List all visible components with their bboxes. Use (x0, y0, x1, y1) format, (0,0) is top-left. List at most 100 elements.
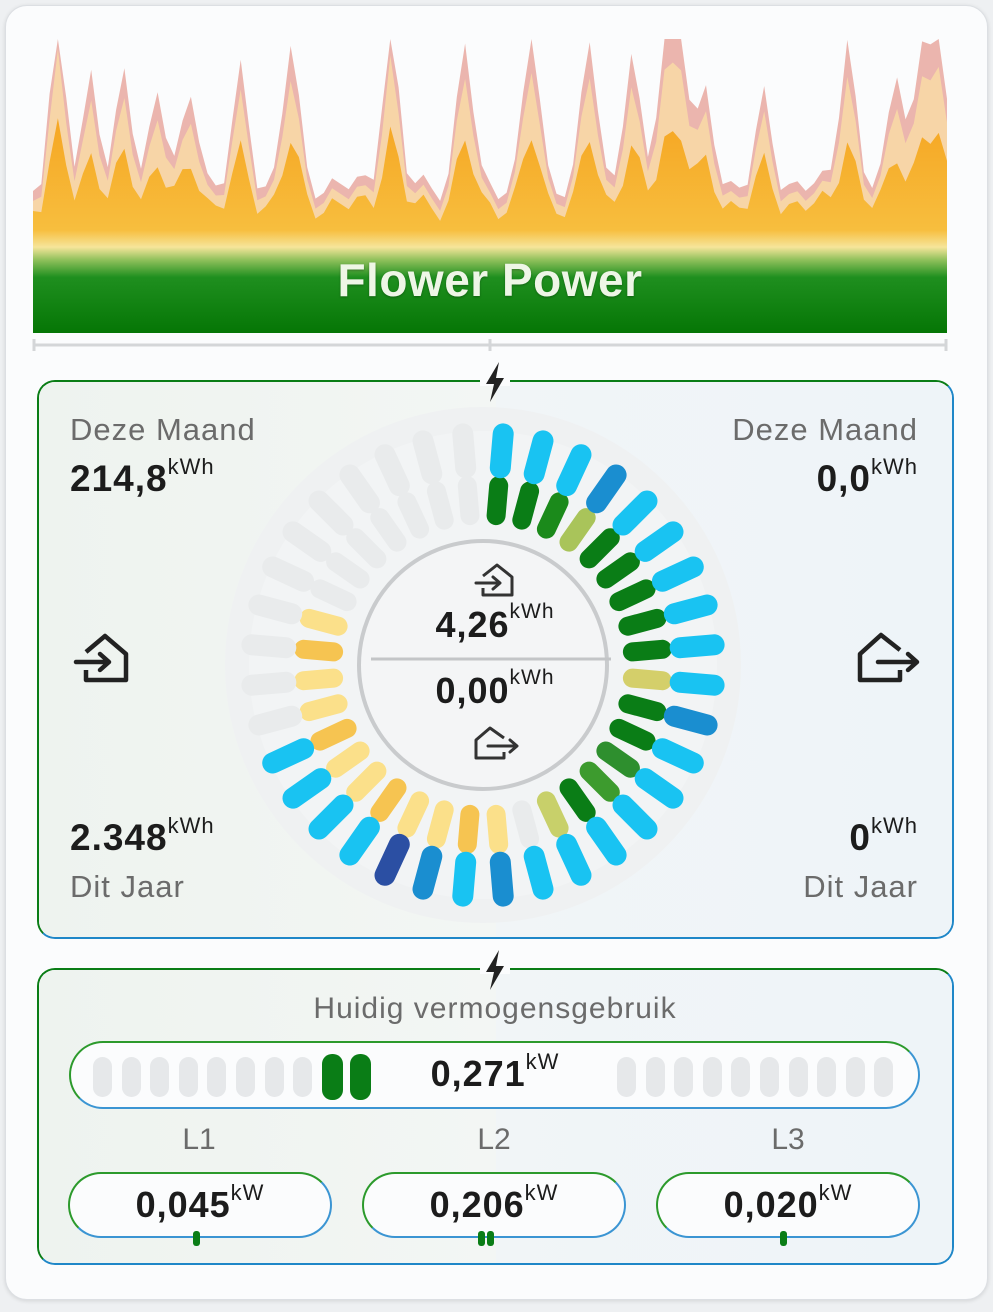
house-export-icon (857, 632, 920, 683)
timeline-ruler (32, 339, 948, 351)
total-power-segment (236, 1057, 255, 1097)
right-year-value: 0kWh (849, 813, 918, 858)
right-month-label: Deze Maand (732, 412, 918, 447)
page-title: Flower Power (337, 254, 643, 306)
gauge-segment (596, 552, 640, 589)
gauge-segment (452, 423, 477, 479)
phase-level-tick (478, 1231, 485, 1246)
gauge-segment (634, 521, 684, 562)
gauge-segment (486, 804, 509, 854)
gauge-segment (612, 490, 658, 536)
gauge-segment (374, 444, 410, 497)
gauge-segment (308, 490, 354, 536)
gauge-segment (457, 476, 480, 526)
gauge-segment (618, 694, 667, 722)
total-power-segment (264, 1057, 284, 1097)
gauge-segment (241, 634, 297, 659)
house-import-icon (73, 633, 129, 683)
total-power-bar (69, 1041, 920, 1109)
gauge-segment (412, 430, 443, 485)
power-title: Huidig vermogensgebruik (313, 992, 677, 1025)
phase-l1-label: L1 (182, 1123, 216, 1156)
gauge-segment (248, 594, 303, 625)
gauge-segment (339, 464, 380, 514)
left-year-label: Dit Jaar (70, 869, 185, 904)
gauge-segment (512, 800, 540, 849)
gauge-segment (622, 668, 672, 691)
total-power-segment (150, 1057, 170, 1097)
gauge-segment (282, 521, 332, 562)
total-power-value: 0,271kW (430, 1049, 560, 1094)
gauge-segment (609, 718, 656, 751)
gauge-segment (308, 794, 354, 840)
gauge-segment (586, 816, 627, 866)
gauge-segment (248, 705, 303, 736)
gauge-segment (663, 705, 718, 736)
total-power-segment (617, 1057, 636, 1097)
gauge-segment (536, 791, 569, 838)
phase-l3-label: L3 (771, 1123, 805, 1156)
total-power-segment (350, 1054, 372, 1100)
gauge-segment (512, 481, 540, 530)
gauge-segment (294, 639, 344, 662)
total-power-segment (178, 1057, 198, 1097)
total-power-segment (674, 1057, 694, 1097)
gauge-segment (310, 718, 357, 751)
phase-l2-label: L2 (477, 1123, 511, 1156)
gauge-segment (397, 791, 430, 838)
phase-level-tick (487, 1231, 494, 1246)
gauge-segment (262, 556, 315, 592)
total-power-segment (293, 1057, 313, 1097)
phase-l2-value: 0,206kW (429, 1180, 559, 1225)
gauge-segment (294, 668, 344, 691)
total-power-segment (817, 1057, 837, 1097)
gauge-segment (374, 833, 410, 886)
lightning-icon (480, 950, 510, 990)
gauge-segment (609, 579, 656, 612)
gauge-segment (299, 608, 348, 636)
total-power-segment (845, 1057, 865, 1097)
gauge-segment (663, 594, 718, 625)
gauge-segment (489, 851, 514, 907)
gauge-segment (556, 833, 592, 886)
phase-level-tick (780, 1231, 787, 1246)
gauge-segment (536, 492, 569, 539)
gauge-segment (326, 552, 370, 589)
gauge-segment (370, 778, 407, 822)
gauge-segment (426, 800, 454, 849)
gauge-segment (651, 556, 704, 592)
gauge-segment (262, 738, 315, 774)
gauge-segment (612, 794, 658, 840)
total-power-segment (760, 1057, 779, 1097)
gauge-segment (370, 508, 407, 552)
gauge-segment (651, 738, 704, 774)
center-import-icon (474, 563, 514, 597)
gauge-segment (310, 579, 357, 612)
phase-l1-value: 0,045kW (135, 1180, 265, 1225)
center-export-value: 0,00kWh (435, 666, 555, 711)
gauge-segment (559, 778, 596, 822)
left-year-value: 2.348kWh (70, 813, 215, 858)
total-power-segment (93, 1057, 112, 1097)
gauge-segment (489, 423, 514, 479)
phase-l2-pill (362, 1172, 626, 1238)
gauge-segment (523, 430, 554, 485)
gauge-segment (346, 528, 387, 569)
gauge-segment (346, 761, 387, 802)
gauge-segment (669, 634, 725, 659)
total-power-segment (874, 1057, 894, 1097)
right-month-value: 0,0kWh (816, 454, 918, 499)
total-power-segment (731, 1057, 751, 1097)
phase-l1-pill (68, 1172, 332, 1238)
total-power-segment (645, 1057, 665, 1097)
gauge-segment (486, 476, 509, 526)
gauge-segment (618, 608, 667, 636)
total-power-segment (702, 1057, 722, 1097)
left-month-label: Deze Maand (70, 412, 256, 447)
gauge-segment (282, 768, 332, 809)
phase-l3-value: 0,020kW (723, 1180, 853, 1225)
gauge-segment (622, 639, 672, 662)
gauge-segment (397, 492, 430, 539)
lightning-icon (480, 362, 510, 402)
gauge-segment (412, 845, 443, 900)
